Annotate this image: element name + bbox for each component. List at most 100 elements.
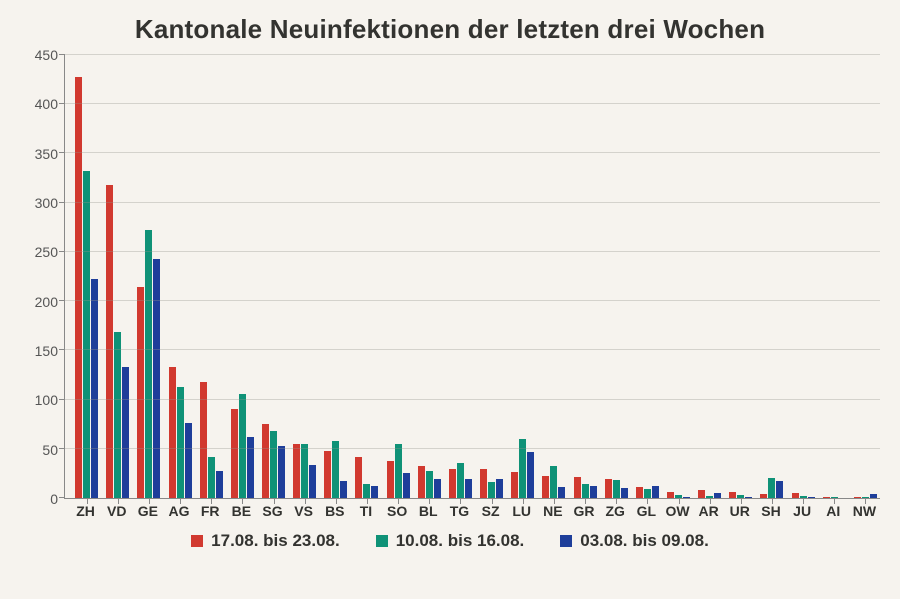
bar [644,489,651,498]
x-axis-label: VD [107,503,126,519]
gridline [65,399,880,400]
plot-frame: 050100150200250300350400450 ZHVDGEAGFRBE… [20,55,880,525]
y-tick-mark [59,251,65,252]
y-tick-label: 250 [20,244,58,260]
x-axis-label: GL [637,503,656,519]
y-tick-mark [59,399,65,400]
bar [247,437,254,498]
bar [457,463,464,498]
gridline [65,300,880,301]
bar [511,472,518,498]
y-tick-mark [59,300,65,301]
bar [465,479,472,498]
bar-group [231,394,254,498]
bar-group [698,490,721,498]
bar [776,481,783,498]
bar [91,279,98,498]
bar [550,466,557,498]
x-axis-label: ZH [76,503,95,519]
y-tick-label: 350 [20,146,58,162]
bar [574,477,581,498]
bar [122,367,129,498]
bar-group [574,477,597,498]
bar [395,444,402,498]
bar [355,457,362,498]
bar [137,287,144,498]
bar [488,482,495,498]
bar [106,185,113,498]
y-axis: 050100150200250300350400450 [20,55,64,499]
bar [823,497,830,498]
legend: 17.08. bis 23.08. 10.08. bis 16.08. 03.08.… [20,531,880,551]
bar [403,473,410,498]
bar-group [324,441,347,498]
bar [231,409,238,498]
bar [418,466,425,498]
bar [590,486,597,498]
x-axis-label: AG [169,503,190,519]
bar-group [293,444,316,498]
bar [480,469,487,498]
gridline [65,103,880,104]
x-axis-label: SG [262,503,282,519]
x-axis-label: TG [450,503,469,519]
legend-label: 17.08. bis 23.08. [211,531,340,551]
bar [714,493,721,498]
bar [729,492,736,498]
x-axis-labels: ZHVDGEAGFRBESGVSBSTISOBLTGSZLUNEGRZGGLOW… [64,499,880,525]
bar [324,451,331,498]
bar-group [605,479,628,498]
bar [613,480,620,498]
bar [768,478,775,498]
x-axis-label: VS [294,503,313,519]
bar-group [418,466,441,498]
x-axis-label: FR [201,503,220,519]
bar [270,431,277,498]
legend-label: 03.08. bis 09.08. [580,531,709,551]
bar [854,497,861,498]
bar [340,481,347,498]
bar [145,230,152,498]
bar [239,394,246,498]
bar [262,424,269,498]
bar [75,77,82,498]
bar [185,423,192,498]
bar-group [355,457,378,498]
y-tick-label: 450 [20,47,58,63]
x-axis-label: AR [699,503,719,519]
x-axis-label: NW [853,503,876,519]
legend-item: 10.08. bis 16.08. [376,531,525,551]
legend-swatch [376,535,388,547]
y-tick-mark [59,54,65,55]
bar [216,471,223,498]
bar [387,461,394,498]
bar [558,487,565,498]
bar [698,490,705,498]
legend-item: 03.08. bis 09.08. [560,531,709,551]
x-axis-label: GE [138,503,158,519]
y-tick-label: 50 [20,442,58,458]
x-axis-label: SH [761,503,780,519]
gridline [65,349,880,350]
x-axis-label: SO [387,503,407,519]
gridline [65,448,880,449]
bar [169,367,176,498]
x-axis-label: BS [325,503,344,519]
chart-container: Kantonale Neuinfektionen der letzten dre… [0,0,900,599]
bar [745,497,752,498]
x-axis-label: BL [419,503,438,519]
x-axis-label: LU [512,503,531,519]
y-tick-label: 300 [20,195,58,211]
chart-title: Kantonale Neuinfektionen der letzten dre… [20,14,880,45]
gridline [65,202,880,203]
y-tick-label: 400 [20,96,58,112]
legend-label: 10.08. bis 16.08. [396,531,525,551]
bar [293,444,300,498]
bar [792,493,799,498]
bar-group [636,486,659,498]
bar [449,469,456,498]
bar [309,465,316,498]
bar [621,488,628,498]
x-axis-label: SZ [482,503,500,519]
y-tick-mark [59,349,65,350]
